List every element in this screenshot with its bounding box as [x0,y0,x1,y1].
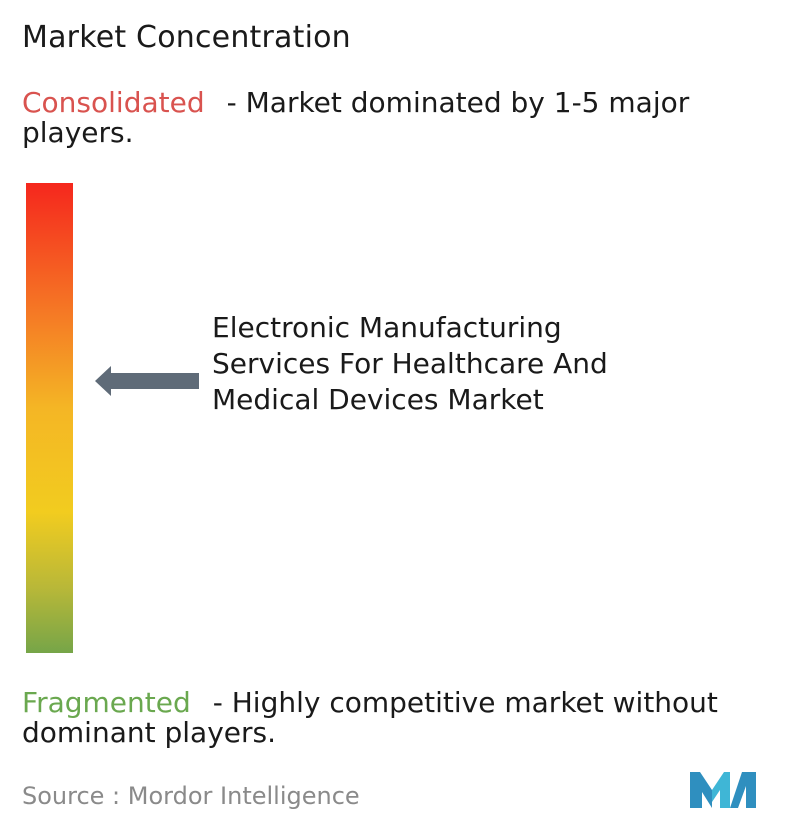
market-label: Electronic Manufacturing Services For He… [212,311,608,416]
arrow-left-icon [95,366,199,396]
page-title: Market Concentration [22,20,351,55]
fragmented-description: - Highly competitive market without domi… [22,686,718,749]
concentration-gradient-bar [26,183,73,653]
mordor-intelligence-logo [690,772,756,808]
fragmented-legend: Fragmented - Highly competitive market wi… [22,688,792,748]
consolidated-description: - Market dominated by 1-5 major players. [22,86,690,149]
consolidated-term: Consolidated [22,86,205,119]
fragmented-term: Fragmented [22,686,191,719]
consolidated-legend: Consolidated - Market dominated by 1-5 ma… [22,88,792,148]
source-text: Source : Mordor Intelligence [22,782,360,810]
